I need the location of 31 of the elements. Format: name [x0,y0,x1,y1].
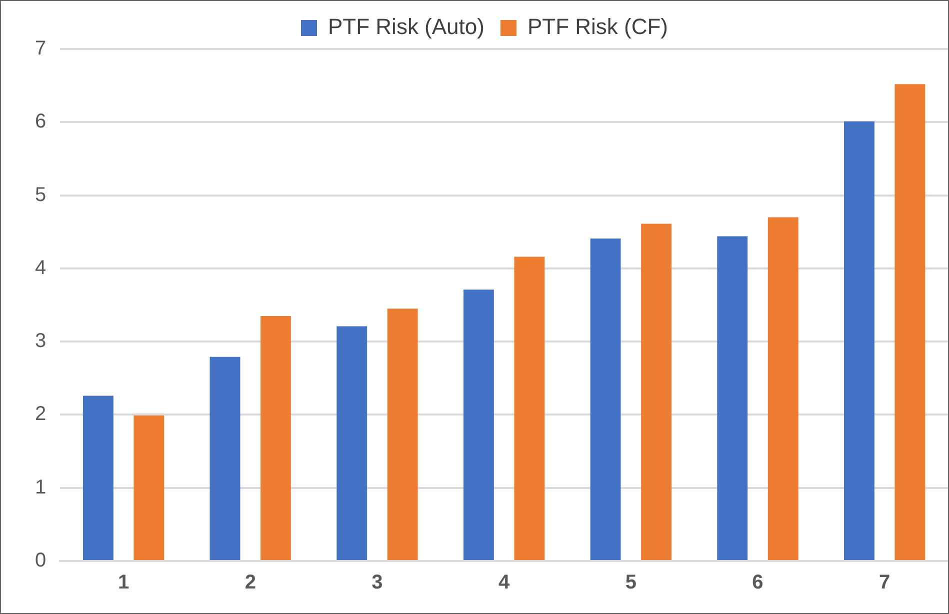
x-tick-label: 7 [879,572,890,594]
legend-label: PTF Risk (Auto) [328,14,484,40]
bar [336,326,368,560]
y-tick-label: 6 [35,110,46,133]
y-tick-label: 4 [35,256,46,279]
y-tick-label: 3 [35,330,46,352]
y-tick-label: 1 [35,476,46,498]
bar [514,256,545,560]
x-tick-label: 3 [372,572,383,594]
bar [768,217,798,560]
bar [260,316,291,560]
bar [590,238,621,560]
x-tick-label: 1 [118,572,130,594]
bar [844,121,874,560]
y-tick-label: 2 [35,403,46,426]
bar [210,356,240,560]
x-tick-label: 5 [625,572,636,594]
y-tick-label: 5 [35,184,46,206]
x-tick-label: 4 [498,572,510,594]
bar [463,290,494,560]
x-tick-label: 2 [244,572,256,594]
bar [717,236,748,560]
bar [134,415,164,560]
bar [387,308,418,560]
bar [641,224,672,560]
legend-label: PTF Risk (CF) [527,14,668,40]
y-tick-label: 0 [35,550,46,572]
bar [894,84,926,560]
bar [82,396,114,560]
y-tick-label: 7 [35,38,46,60]
x-tick-label: 6 [752,572,764,594]
